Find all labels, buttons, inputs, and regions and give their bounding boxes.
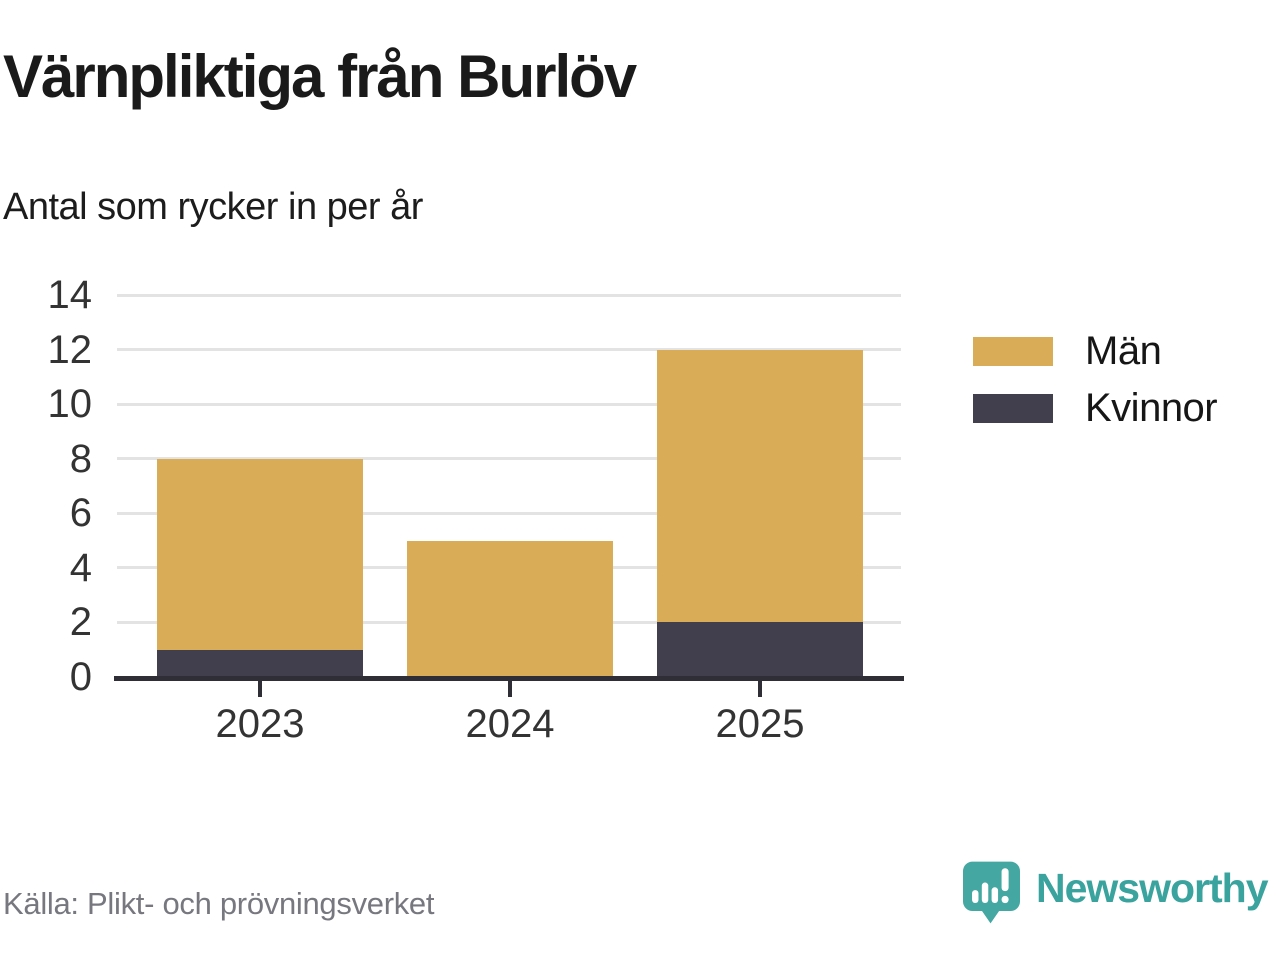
x-tick-2025 [758, 681, 762, 697]
gridline-14 [117, 293, 901, 297]
y-axis-label-14: 14 [47, 273, 93, 317]
gridline-6 [117, 511, 901, 515]
y-axis-label-2: 2 [69, 600, 92, 645]
x-axis-label-2023: 2023 [215, 702, 305, 746]
source-text: Källa: Plikt- och prövningsverket [3, 886, 435, 921]
y-axis-label-10: 10 [47, 382, 93, 427]
gridline-8 [117, 457, 901, 461]
x-axis-line [114, 676, 904, 681]
legend-label-kvinnor: Kvinnor [1085, 385, 1218, 430]
bar-segment-2025-män [657, 349, 863, 623]
legend-swatch-kvinnor [973, 393, 1053, 423]
legend: Män Kvinnor [973, 329, 1218, 450]
bar-segment-2024-män [407, 540, 613, 677]
x-axis-label-2024: 2024 [465, 702, 555, 746]
x-tick-2024 [508, 681, 512, 697]
x-tick-2023 [258, 681, 262, 697]
legend-item-kvinnor: Kvinnor [973, 386, 1218, 430]
newsworthy-speech-bubble-chart-icon [963, 861, 1020, 924]
x-axis-label-2025: 2025 [715, 702, 805, 746]
legend-swatch-man [973, 336, 1053, 366]
y-axis-label-4: 4 [69, 545, 92, 590]
newsworthy-wordmark: Newsworthy [1036, 864, 1268, 911]
chart-title: Värnpliktiga från Burlöv [3, 43, 637, 110]
bar-segment-2023-män [157, 458, 363, 650]
gridline-12 [117, 348, 901, 352]
y-axis-label-6: 6 [69, 491, 92, 536]
legend-label-man: Män [1085, 328, 1162, 373]
chart-subtitle: Antal som rycker in per år [3, 186, 423, 228]
legend-item-man: Män [973, 329, 1217, 373]
bar-segment-2025-kvinnor [657, 622, 863, 677]
y-axis-label-8: 8 [69, 436, 92, 481]
newsworthy-logo: Newsworthy [963, 860, 1268, 926]
y-axis-label-0: 0 [69, 655, 92, 699]
gridline-10 [117, 402, 901, 406]
y-axis-label-12: 12 [47, 327, 93, 372]
bar-segment-2023-kvinnor [157, 649, 363, 677]
